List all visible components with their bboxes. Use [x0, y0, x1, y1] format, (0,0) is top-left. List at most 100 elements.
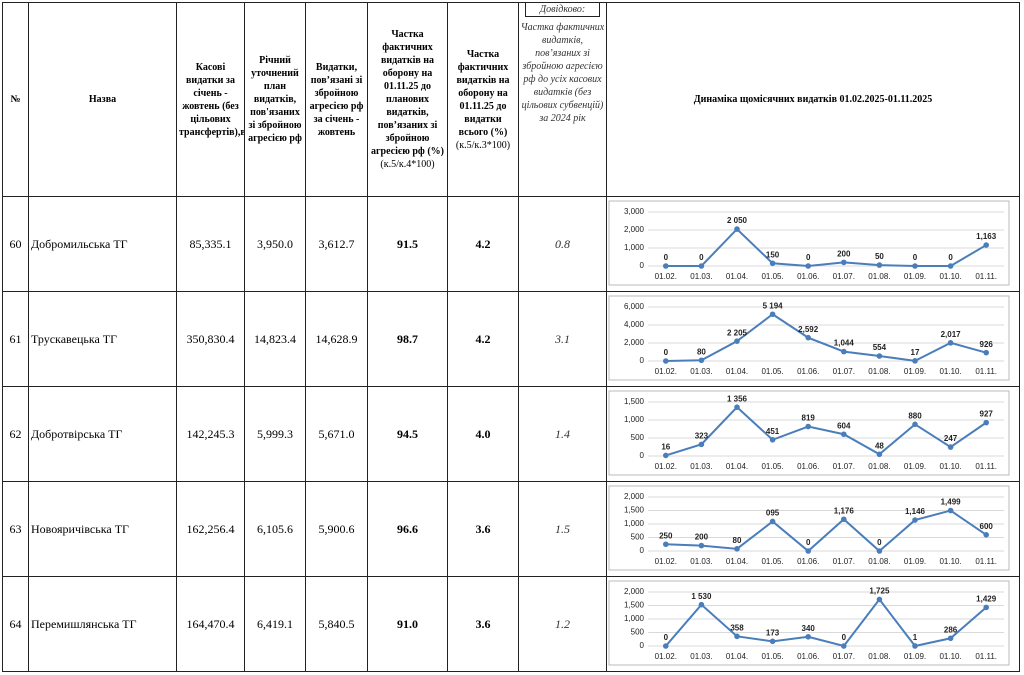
x-tick-label: 01.10. — [939, 557, 961, 566]
data-point — [841, 259, 847, 266]
y-tick-label: 500 — [631, 433, 645, 442]
x-tick-label: 01.04. — [726, 652, 748, 661]
data-label: 880 — [908, 411, 922, 420]
data-point — [912, 263, 918, 269]
data-label: 0 — [664, 348, 669, 357]
data-label: 2,592 — [798, 325, 819, 334]
column-header: Динаміка щомісячних видатків 01.02.2025-… — [606, 2, 1020, 197]
data-point — [698, 441, 705, 448]
data-label: 1,429 — [976, 595, 997, 604]
data-label: 1 356 — [727, 394, 748, 403]
cell: 6,105.6 — [244, 481, 306, 577]
x-tick-label: 01.02. — [655, 367, 677, 376]
cell: 98.7 — [367, 291, 448, 387]
data-label: 604 — [837, 421, 851, 430]
data-point — [947, 444, 954, 450]
x-tick-label: 01.07. — [833, 557, 855, 566]
data-label: 16 — [661, 443, 670, 452]
x-tick-label: 01.03. — [690, 557, 712, 566]
cell: 91.5 — [367, 196, 448, 292]
data-point — [876, 548, 883, 554]
x-tick-label: 01.04. — [726, 462, 748, 471]
data-label: 247 — [944, 434, 958, 443]
data-label: 1,499 — [941, 498, 962, 507]
cell: 14,823.4 — [244, 291, 306, 387]
x-tick-label: 01.11. — [975, 462, 997, 471]
data-point — [698, 263, 705, 269]
data-point — [734, 404, 740, 410]
header-text: Річний уточнений план видатків, пов'язан… — [248, 55, 302, 144]
y-tick-label: 500 — [631, 628, 645, 637]
data-label: 927 — [980, 410, 994, 419]
cell: 5,671.0 — [305, 386, 368, 482]
data-point — [912, 421, 918, 428]
cell: 350,830.4 — [176, 291, 245, 387]
table-row: 62 Добротвірська ТГ 142,245.3 5,999.3 5,671.… — [2, 386, 1020, 482]
data-label: 80 — [733, 536, 742, 545]
data-label: 1,044 — [834, 339, 855, 348]
x-tick-label: 01.03. — [690, 272, 712, 281]
mini-chart: 0 500 1,000 1,500 2,000 01.02. 01.03. 01.04. 01.… — [608, 485, 1010, 571]
cell: 94.5 — [367, 386, 448, 482]
data-point — [983, 242, 989, 248]
chart-frame — [608, 200, 1010, 286]
data-label: 0 — [877, 538, 882, 547]
data-point — [769, 311, 776, 318]
x-tick-label: 01.04. — [726, 367, 748, 376]
column-header: Частка фактичних видатків на оборону на … — [367, 2, 448, 197]
data-point — [841, 348, 847, 355]
data-point — [769, 638, 776, 645]
x-tick-label: 01.06. — [797, 367, 819, 376]
x-tick-label: 01.03. — [690, 462, 712, 471]
series-line — [665, 313, 987, 362]
row-number: 60 — [2, 196, 29, 292]
mini-chart: 0 1,000 2,000 3,000 01.02. 01.03. 01.04. 01.05.… — [608, 200, 1010, 286]
chart-cell: 0 1,000 2,000 3,000 01.02. 01.03. 01.04. 01.05.… — [606, 196, 1020, 292]
x-tick-label: 01.06. — [797, 462, 819, 471]
data-label: 286 — [944, 625, 958, 634]
cell: 4.2 — [447, 291, 519, 387]
data-label: 2 050 — [727, 216, 748, 225]
cell: 6,419.1 — [244, 576, 306, 672]
data-point — [698, 357, 705, 364]
cell: 142,245.3 — [176, 386, 245, 482]
data-label: 0 — [699, 253, 704, 262]
data-label: 200 — [837, 250, 851, 259]
x-tick-label: 01.03. — [690, 652, 712, 661]
cell: 3.6 — [447, 481, 519, 577]
chart-frame — [608, 295, 1010, 381]
y-tick-label: 1,500 — [624, 397, 645, 406]
data-label: 095 — [766, 509, 780, 518]
x-tick-label: 01.05. — [761, 652, 783, 661]
data-label: 1,163 — [976, 232, 997, 241]
data-point — [912, 358, 918, 364]
table-row: 61 Трускавецька ТГ 350,830.4 14,823.4 14,628… — [2, 291, 1020, 387]
row-name: Добротвірська ТГ — [28, 386, 177, 482]
chart-cell: 0 500 1,000 1,500 2,000 01.02. 01.03. 01.04. 01.… — [606, 576, 1020, 672]
data-point — [983, 604, 989, 611]
data-point — [841, 431, 847, 438]
row-name: Трускавецька ТГ — [28, 291, 177, 387]
x-tick-label: 01.08. — [868, 367, 890, 376]
cell: 3.6 — [447, 576, 519, 672]
y-tick-label: 1,500 — [624, 601, 645, 610]
data-label: 340 — [802, 624, 816, 633]
data-label: 1,176 — [834, 506, 855, 515]
data-point — [876, 596, 883, 603]
data-point — [805, 334, 811, 341]
x-tick-label: 01.11. — [975, 272, 997, 281]
y-tick-label: 2,000 — [624, 225, 645, 234]
data-label: 1,146 — [905, 507, 926, 516]
x-tick-label: 01.05. — [761, 272, 783, 281]
data-label: 0 — [948, 253, 953, 262]
cell: 5,900.6 — [305, 481, 368, 577]
data-point — [663, 452, 669, 459]
header-note: (к.5/к.4*100) — [380, 159, 435, 170]
y-tick-label: 1,500 — [624, 506, 645, 515]
y-tick-label: 4,000 — [624, 320, 645, 329]
data-label: 358 — [730, 623, 744, 632]
column-header: Назва — [28, 2, 177, 197]
data-point — [769, 518, 776, 525]
cell: 1.4 — [518, 386, 607, 482]
y-tick-label: 2,000 — [624, 587, 645, 596]
